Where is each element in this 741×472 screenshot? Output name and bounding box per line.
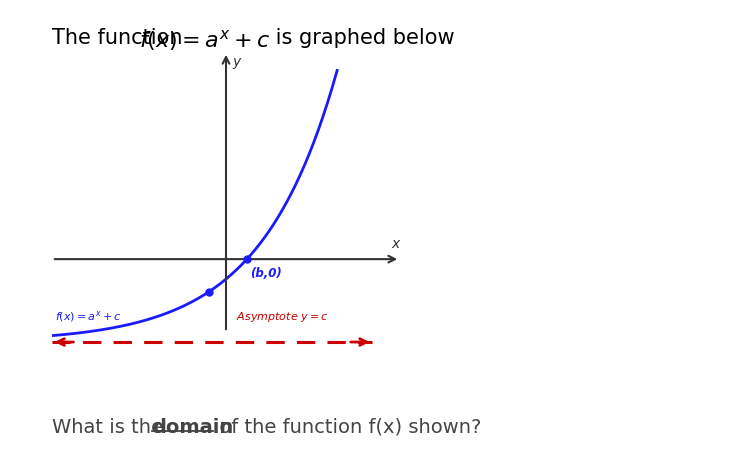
Text: of the function f(x) shown?: of the function f(x) shown? — [213, 418, 481, 437]
Text: The function: The function — [52, 28, 189, 48]
Text: is graphed below: is graphed below — [269, 28, 455, 48]
Text: domain: domain — [152, 418, 233, 437]
Text: $f(x) = a^x + c$: $f(x) = a^x + c$ — [139, 28, 270, 53]
Text: (b,0): (b,0) — [250, 267, 282, 280]
Text: What is the: What is the — [52, 418, 169, 437]
Text: $Asymptote\ y = c$: $Asymptote\ y = c$ — [236, 310, 329, 324]
Text: $f(x) = a^x + c$: $f(x) = a^x + c$ — [56, 309, 122, 324]
Text: x: x — [391, 237, 399, 252]
Text: y: y — [232, 55, 241, 69]
